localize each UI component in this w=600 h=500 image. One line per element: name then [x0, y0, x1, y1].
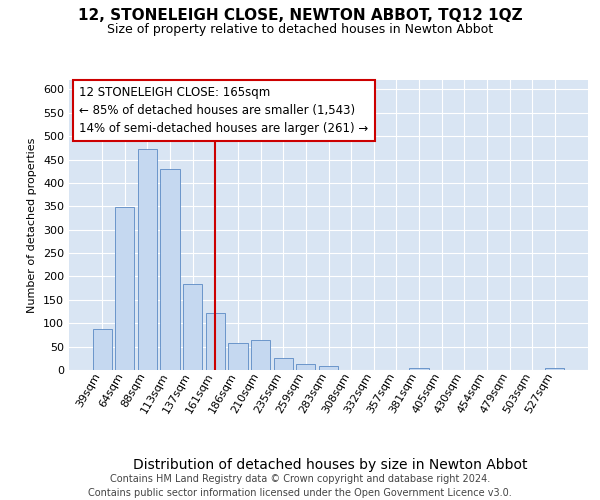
- Bar: [545, 368, 565, 370]
- Bar: [296, 364, 316, 370]
- Bar: [229, 344, 248, 370]
- Y-axis label: Number of detached properties: Number of detached properties: [28, 138, 37, 312]
- Bar: [115, 207, 134, 370]
- Bar: [319, 366, 338, 370]
- Bar: [138, 149, 157, 370]
- Bar: [183, 284, 202, 370]
- Bar: [251, 340, 270, 370]
- Text: Distribution of detached houses by size in Newton Abbot: Distribution of detached houses by size …: [133, 458, 527, 472]
- Text: Size of property relative to detached houses in Newton Abbot: Size of property relative to detached ho…: [107, 22, 493, 36]
- Text: 12, STONELEIGH CLOSE, NEWTON ABBOT, TQ12 1QZ: 12, STONELEIGH CLOSE, NEWTON ABBOT, TQ12…: [77, 8, 523, 22]
- Bar: [92, 329, 112, 370]
- Bar: [160, 169, 180, 370]
- Bar: [409, 368, 428, 370]
- Text: Contains HM Land Registry data © Crown copyright and database right 2024.
Contai: Contains HM Land Registry data © Crown c…: [88, 474, 512, 498]
- Bar: [274, 358, 293, 370]
- Text: 12 STONELEIGH CLOSE: 165sqm
← 85% of detached houses are smaller (1,543)
14% of : 12 STONELEIGH CLOSE: 165sqm ← 85% of det…: [79, 86, 368, 135]
- Bar: [206, 313, 225, 370]
